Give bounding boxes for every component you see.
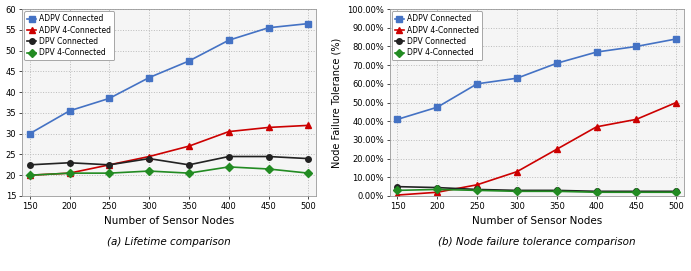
- Text: (a) Lifetime comparison: (a) Lifetime comparison: [107, 237, 231, 247]
- ADPV 4-Connected: [672, 101, 681, 104]
- ADPV 4-Connected: [26, 174, 34, 177]
- DPV Connected: [513, 189, 521, 192]
- DPV Connected: [592, 190, 600, 193]
- DPV 4-Connected: [592, 191, 600, 194]
- DPV 4-Connected: [553, 190, 561, 193]
- Text: (b) Node failure tolerance comparison: (b) Node failure tolerance comparison: [438, 237, 636, 247]
- DPV 4-Connected: [513, 190, 521, 193]
- ADPV 4-Connected: [632, 118, 641, 121]
- DPV Connected: [26, 163, 34, 166]
- Y-axis label: Node Failure Tolerance (%): Node Failure Tolerance (%): [332, 37, 341, 168]
- DPV 4-Connected: [433, 188, 442, 191]
- DPV 4-Connected: [473, 189, 481, 192]
- DPV Connected: [265, 155, 273, 158]
- Legend: ADPV Connected, ADPV 4-Connected, DPV Connected, DPV 4-Connected: ADPV Connected, ADPV 4-Connected, DPV Co…: [392, 11, 482, 60]
- ADPV Connected: [184, 59, 193, 63]
- DPV 4-Connected: [632, 191, 641, 194]
- DPV 4-Connected: [145, 169, 153, 173]
- ADPV Connected: [26, 132, 34, 135]
- DPV Connected: [473, 188, 481, 191]
- ADPV Connected: [66, 109, 74, 112]
- Line: DPV 4-Connected: DPV 4-Connected: [395, 187, 679, 195]
- ADPV Connected: [632, 45, 641, 48]
- X-axis label: Number of Sensor Nodes: Number of Sensor Nodes: [104, 216, 234, 226]
- ADPV 4-Connected: [553, 148, 561, 151]
- Line: ADPV Connected: ADPV Connected: [395, 36, 679, 122]
- Line: DPV 4-Connected: DPV 4-Connected: [27, 164, 311, 178]
- ADPV Connected: [265, 26, 273, 29]
- ADPV Connected: [672, 37, 681, 41]
- ADPV 4-Connected: [145, 155, 153, 158]
- DPV Connected: [184, 163, 193, 166]
- Line: DPV Connected: DPV Connected: [395, 184, 679, 194]
- ADPV 4-Connected: [225, 130, 233, 133]
- ADPV 4-Connected: [513, 170, 521, 173]
- DPV Connected: [672, 190, 681, 193]
- ADPV Connected: [304, 22, 312, 25]
- ADPV 4-Connected: [393, 193, 401, 197]
- ADPV 4-Connected: [473, 183, 481, 186]
- DPV Connected: [145, 157, 153, 160]
- DPV Connected: [304, 157, 312, 160]
- DPV 4-Connected: [225, 165, 233, 169]
- ADPV Connected: [105, 97, 113, 100]
- DPV 4-Connected: [393, 189, 401, 192]
- DPV 4-Connected: [304, 172, 312, 175]
- ADPV Connected: [393, 118, 401, 121]
- DPV 4-Connected: [184, 172, 193, 175]
- DPV 4-Connected: [265, 167, 273, 171]
- ADPV 4-Connected: [66, 172, 74, 175]
- DPV Connected: [66, 161, 74, 164]
- ADPV Connected: [553, 62, 561, 65]
- DPV Connected: [225, 155, 233, 158]
- ADPV 4-Connected: [265, 126, 273, 129]
- DPV Connected: [433, 186, 442, 189]
- ADPV 4-Connected: [105, 163, 113, 166]
- ADPV Connected: [513, 77, 521, 80]
- DPV 4-Connected: [26, 174, 34, 177]
- Line: ADPV 4-Connected: ADPV 4-Connected: [395, 100, 679, 198]
- Line: ADPV 4-Connected: ADPV 4-Connected: [27, 122, 311, 178]
- Line: ADPV Connected: ADPV Connected: [27, 21, 311, 137]
- DPV Connected: [393, 185, 401, 188]
- ADPV Connected: [473, 82, 481, 85]
- ADPV Connected: [592, 50, 600, 54]
- ADPV 4-Connected: [592, 125, 600, 128]
- DPV Connected: [632, 190, 641, 193]
- X-axis label: Number of Sensor Nodes: Number of Sensor Nodes: [472, 216, 602, 226]
- ADPV Connected: [433, 106, 442, 109]
- DPV Connected: [553, 189, 561, 192]
- DPV 4-Connected: [672, 191, 681, 194]
- ADPV 4-Connected: [433, 191, 442, 194]
- Legend: ADPV Connected, ADPV 4-Connected, DPV Connected, DPV 4-Connected: ADPV Connected, ADPV 4-Connected, DPV Co…: [24, 11, 115, 60]
- DPV 4-Connected: [105, 172, 113, 175]
- ADPV 4-Connected: [184, 144, 193, 148]
- DPV 4-Connected: [66, 172, 74, 175]
- ADPV 4-Connected: [304, 124, 312, 127]
- DPV Connected: [105, 163, 113, 166]
- ADPV Connected: [225, 38, 233, 42]
- Line: DPV Connected: DPV Connected: [27, 154, 311, 167]
- ADPV Connected: [145, 76, 153, 79]
